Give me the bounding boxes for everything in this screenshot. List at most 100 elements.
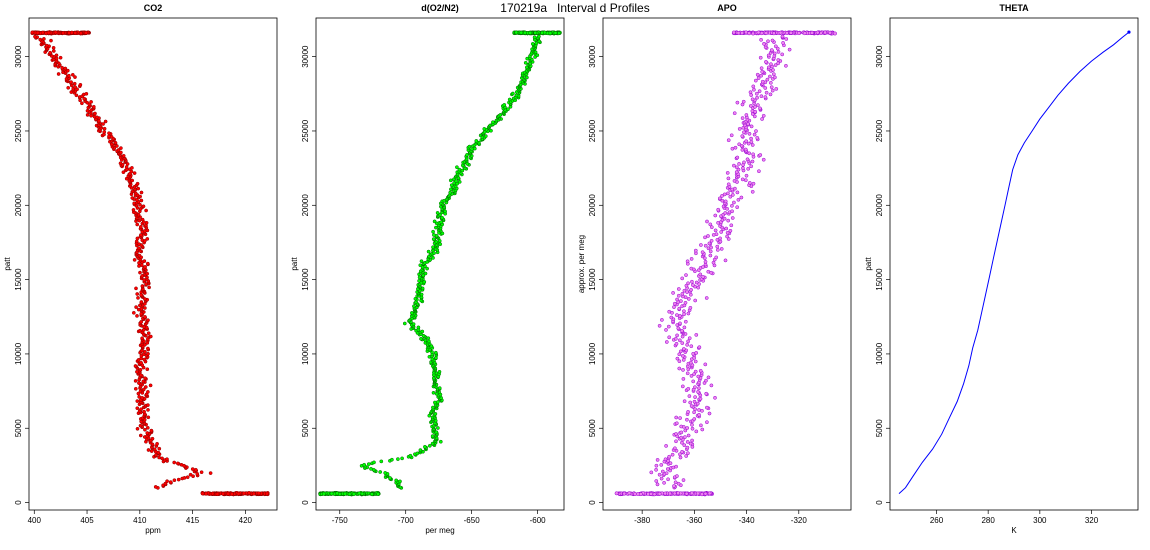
data-point bbox=[735, 205, 740, 210]
data-point bbox=[730, 193, 735, 197]
data-point bbox=[752, 87, 756, 92]
data-point bbox=[735, 100, 740, 105]
data-point bbox=[677, 359, 682, 364]
data-point bbox=[688, 441, 693, 446]
data-point bbox=[136, 186, 141, 191]
data-point bbox=[208, 471, 213, 475]
data-point bbox=[347, 492, 352, 497]
data-point bbox=[425, 266, 429, 271]
data-point bbox=[666, 324, 671, 329]
y-tick-label: 0 bbox=[301, 500, 310, 505]
data-point bbox=[135, 399, 140, 403]
data-point bbox=[251, 491, 256, 496]
data-point bbox=[408, 453, 413, 458]
data-point bbox=[540, 30, 545, 35]
data-point bbox=[143, 427, 147, 432]
data-point bbox=[430, 357, 435, 362]
data-point bbox=[775, 46, 780, 51]
data-point bbox=[85, 113, 90, 117]
data-point bbox=[370, 492, 374, 497]
data-point bbox=[674, 432, 678, 436]
data-point bbox=[683, 300, 688, 305]
data-point bbox=[165, 479, 169, 484]
data-point bbox=[755, 95, 759, 100]
data-point bbox=[141, 379, 146, 384]
data-point bbox=[676, 491, 681, 496]
data-point bbox=[750, 143, 755, 147]
data-point bbox=[734, 165, 739, 170]
data-point bbox=[725, 234, 729, 239]
data-point bbox=[682, 309, 686, 314]
data-point bbox=[687, 336, 692, 341]
data-point bbox=[742, 130, 746, 135]
y-tick-label: 20000 bbox=[14, 194, 23, 217]
y-tick-label: 15000 bbox=[14, 268, 23, 291]
data-point bbox=[474, 139, 479, 143]
data-point bbox=[679, 424, 684, 429]
data-point bbox=[686, 297, 691, 301]
data-point bbox=[734, 170, 739, 174]
data-point bbox=[689, 287, 693, 292]
data-point bbox=[713, 228, 718, 233]
data-point bbox=[676, 326, 681, 331]
data-point bbox=[665, 467, 670, 471]
data-point bbox=[746, 141, 751, 146]
data-point bbox=[148, 334, 153, 339]
data-point bbox=[714, 255, 719, 260]
data-point bbox=[686, 433, 691, 438]
data-point bbox=[134, 305, 138, 309]
data-point bbox=[693, 369, 698, 374]
data-point bbox=[776, 50, 781, 54]
data-point bbox=[193, 467, 198, 472]
data-point bbox=[131, 310, 136, 315]
data-point bbox=[743, 178, 748, 183]
x-tick-label: -360 bbox=[686, 516, 703, 525]
x-tick-label: 260 bbox=[930, 516, 944, 525]
data-point bbox=[683, 319, 688, 324]
data-point bbox=[773, 44, 778, 49]
x-tick-label: -380 bbox=[634, 516, 651, 525]
data-point bbox=[766, 39, 770, 44]
data-point bbox=[483, 134, 488, 138]
data-point bbox=[56, 72, 61, 76]
data-point bbox=[704, 378, 708, 383]
data-point bbox=[815, 30, 820, 35]
data-point bbox=[448, 178, 453, 183]
data-point bbox=[138, 433, 143, 438]
data-point bbox=[730, 203, 734, 208]
data-point bbox=[679, 299, 683, 303]
data-point bbox=[85, 108, 90, 113]
data-point bbox=[70, 72, 75, 77]
data-point bbox=[784, 31, 789, 35]
data-point bbox=[74, 93, 79, 98]
data-point bbox=[719, 230, 724, 234]
data-point bbox=[523, 30, 528, 35]
data-point bbox=[433, 412, 438, 416]
data-point bbox=[146, 448, 151, 452]
data-point bbox=[759, 73, 764, 78]
data-point bbox=[759, 66, 764, 71]
data-point bbox=[657, 491, 662, 496]
data-point bbox=[436, 426, 440, 430]
data-point bbox=[725, 171, 730, 175]
data-point bbox=[681, 368, 685, 372]
data-point bbox=[678, 349, 683, 354]
data-point bbox=[769, 48, 774, 52]
y-tick-label: 0 bbox=[875, 500, 884, 505]
data-point bbox=[686, 410, 690, 414]
panel-title: APO bbox=[717, 3, 737, 13]
data-point bbox=[717, 196, 722, 201]
data-point bbox=[652, 492, 657, 497]
data-point bbox=[398, 479, 402, 484]
data-point bbox=[684, 454, 689, 458]
data-point bbox=[38, 37, 43, 42]
data-point bbox=[740, 116, 745, 120]
data-point bbox=[139, 198, 144, 203]
data-point bbox=[53, 30, 58, 35]
y-tick-label: 30000 bbox=[588, 45, 597, 68]
data-point bbox=[400, 456, 404, 461]
data-point bbox=[435, 211, 440, 215]
data-point bbox=[65, 68, 70, 73]
data-point bbox=[757, 89, 762, 94]
data-point bbox=[116, 148, 121, 152]
